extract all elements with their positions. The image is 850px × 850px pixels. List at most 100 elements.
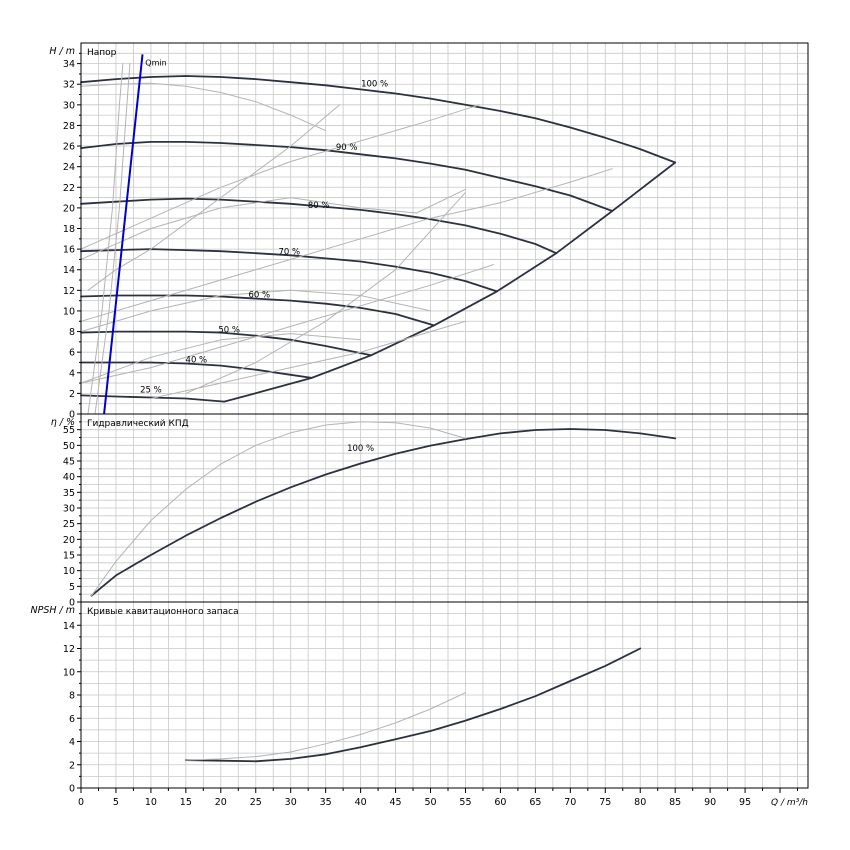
curve-series <box>80 330 372 357</box>
y-tick-label: 28 <box>63 121 75 132</box>
y-tick-label: 55 <box>63 425 75 436</box>
y-tick-label: 35 <box>63 488 75 499</box>
y-tick-label: 8 <box>69 691 75 702</box>
x-tick-label: 5 <box>113 797 119 808</box>
y-tick-label: 25 <box>63 519 75 530</box>
x-tick-label: 30 <box>285 797 297 808</box>
curve-label: 70 % <box>279 247 301 257</box>
y-tick-label: 6 <box>69 714 75 725</box>
y-tick-label: 10 <box>63 306 75 317</box>
x-tick-label: 95 <box>739 797 751 808</box>
curve-label: 25 % <box>140 385 162 395</box>
light-curve-series <box>185 692 466 761</box>
x-tick-label: 10 <box>145 797 157 808</box>
y-tick-label: 34 <box>63 59 75 70</box>
light-curve-series <box>87 104 341 291</box>
x-tick-label: 20 <box>215 797 227 808</box>
curve-label: 80 % <box>308 201 330 211</box>
curve-series <box>223 161 677 403</box>
y-axis-label: H / m <box>49 46 75 57</box>
y-tick-label: 4 <box>69 737 75 748</box>
y-tick-label: 24 <box>63 162 75 173</box>
y-tick-label: 15 <box>63 551 75 562</box>
y-tick-label: 0 <box>69 598 75 609</box>
panel-title: Гидравлический КПД <box>87 419 189 429</box>
y-tick-label: 50 <box>63 441 75 452</box>
light-curve-series <box>87 63 124 415</box>
light-curve-series <box>80 104 480 250</box>
x-tick-label: 60 <box>494 797 506 808</box>
x-tick-label: 15 <box>180 797 192 808</box>
y-tick-label: 0 <box>69 410 75 421</box>
qmin-line <box>103 54 144 415</box>
y-tick-label: 14 <box>63 265 75 276</box>
y-tick-label: 10 <box>63 667 75 678</box>
x-tick-label: 0 <box>78 797 84 808</box>
light-curve-series <box>94 63 131 415</box>
light-curve-series <box>80 289 431 333</box>
x-tick-label: 75 <box>599 797 611 808</box>
x-tick-label: 85 <box>669 797 681 808</box>
x-tick-label: 70 <box>564 797 576 808</box>
curve-label: 40 % <box>186 355 208 365</box>
light-curve-series <box>185 191 466 394</box>
panel-title: Кривые кавитационного запаса <box>87 607 239 617</box>
y-tick-label: 12 <box>63 644 75 655</box>
y-tick-label: 18 <box>63 224 75 235</box>
panel-frame <box>80 601 809 789</box>
x-tick-label: 90 <box>704 797 716 808</box>
curve-series <box>80 141 614 212</box>
light-curve-series <box>80 333 362 384</box>
y-tick-label: 32 <box>63 80 75 91</box>
curve-series <box>80 394 226 403</box>
y-tick-label: 16 <box>63 245 75 256</box>
light-curve-series <box>80 264 494 384</box>
curve-series <box>80 75 677 164</box>
curve-series <box>90 428 677 597</box>
x-tick-label: 35 <box>320 797 332 808</box>
y-tick-label: 6 <box>69 348 75 359</box>
light-curve-series <box>80 168 613 322</box>
curve-label: 90 % <box>336 143 358 153</box>
y-tick-label: 2 <box>69 389 75 400</box>
light-curve-series <box>80 188 466 260</box>
y-tick-label: 20 <box>63 535 75 546</box>
y-axis-label: η / % <box>51 417 75 428</box>
x-tick-label: 40 <box>355 797 367 808</box>
curve-label: 100 % <box>361 79 388 89</box>
x-tick-label: 55 <box>459 797 471 808</box>
y-tick-label: 12 <box>63 286 75 297</box>
panel-title: Напор <box>87 48 117 58</box>
y-tick-label: 30 <box>63 504 75 515</box>
y-tick-label: 30 <box>63 100 75 111</box>
y-tick-label: 26 <box>63 142 75 153</box>
curve-series <box>80 197 558 255</box>
x-tick-label: 80 <box>634 797 646 808</box>
curve-series <box>80 294 435 327</box>
y-tick-label: 40 <box>63 472 75 483</box>
y-axis-label: NPSH / m <box>30 605 75 616</box>
y-tick-label: 8 <box>69 327 75 338</box>
curve-label: 50 % <box>218 326 240 336</box>
x-axis-label: Q / m³/h <box>771 798 808 808</box>
y-tick-label: 0 <box>69 784 75 795</box>
light-curve-series <box>150 320 466 399</box>
panel-3: 0 2 4 6 8 10 12 14 NPSH / m Кривые кавитационного… <box>30 601 809 808</box>
x-tick-label: 65 <box>529 797 541 808</box>
qmin-label: Qmin <box>145 59 166 68</box>
x-tick-label: 50 <box>424 797 436 808</box>
light-curve-series <box>80 82 327 132</box>
light-curve-series <box>91 421 466 597</box>
curve-series <box>185 647 642 763</box>
y-tick-label: 2 <box>69 760 75 771</box>
y-tick-label: 4 <box>69 368 75 379</box>
panel-2: 0 5 10 15 20 25 30 35 40 45 50 55η / % Гидравлически… <box>51 413 809 609</box>
curve-series <box>80 361 313 379</box>
y-tick-label: 10 <box>63 566 75 577</box>
x-tick-label: 25 <box>250 797 262 808</box>
y-tick-label: 14 <box>63 621 75 632</box>
y-tick-label: 45 <box>63 457 75 468</box>
y-tick-label: 20 <box>63 203 75 214</box>
